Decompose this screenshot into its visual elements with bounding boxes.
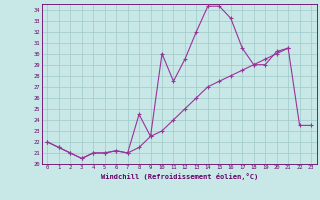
X-axis label: Windchill (Refroidissement éolien,°C): Windchill (Refroidissement éolien,°C)	[100, 173, 258, 180]
